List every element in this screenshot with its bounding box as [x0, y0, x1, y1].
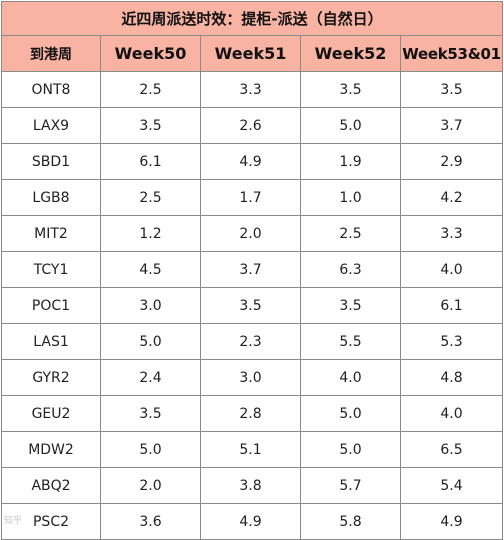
value-cell: 2.0 [100, 467, 201, 504]
value-cell: 2.6 [200, 107, 301, 144]
value-cell: 1.7 [200, 179, 301, 216]
value-cell: 3.5 [300, 287, 401, 324]
header-week53-01: Week53&01 [399, 35, 504, 72]
value-cell: 2.9 [399, 143, 504, 180]
value-cell: 3.5 [200, 287, 301, 324]
value-cell: 2.5 [100, 71, 201, 108]
value-cell: 2.5 [300, 215, 401, 252]
table-body: ONT8 2.5 3.3 3.5 3.5 LAX9 3.5 2.6 5.0 3.7 SBD1 6.1 4… [1, 71, 504, 540]
watermark: 知乎 [4, 516, 23, 526]
header-week52: Week52 [300, 35, 401, 72]
value-cell: 4.9 [399, 503, 504, 540]
value-cell: 4.0 [399, 251, 504, 288]
header-port-week: 到港周 [1, 35, 101, 72]
table-row: GYR2 2.4 3.0 4.0 4.8 [1, 359, 504, 396]
warehouse-cell: ABQ2 [1, 467, 101, 504]
header-week51: Week51 [200, 35, 301, 72]
value-cell: 4.8 [399, 359, 504, 396]
value-cell: 3.7 [399, 107, 504, 144]
value-cell: 3.3 [399, 215, 504, 252]
value-cell: 3.5 [100, 107, 201, 144]
table-row: SBD1 6.1 4.9 1.9 2.9 [1, 143, 504, 180]
table-row: GEU2 3.5 2.8 5.0 4.0 [1, 395, 504, 432]
value-cell: 3.3 [200, 71, 301, 108]
table-row: MIT2 1.2 2.0 2.5 3.3 [1, 215, 504, 252]
warehouse-cell: GEU2 [1, 395, 101, 432]
table-row: PSC2 3.6 4.9 5.8 4.9 [1, 503, 504, 540]
warehouse-cell: TCY1 [1, 251, 101, 288]
value-cell: 3.5 [399, 71, 504, 108]
value-cell: 3.8 [200, 467, 301, 504]
value-cell: 4.5 [100, 251, 201, 288]
table-title: 近四周派送时效：提柜-派送（自然日） [0, 1, 504, 36]
value-cell: 4.9 [200, 143, 301, 180]
value-cell: 4.0 [399, 395, 504, 432]
value-cell: 5.4 [399, 467, 504, 504]
value-cell: 5.8 [300, 503, 401, 540]
warehouse-cell: MDW2 [1, 431, 101, 468]
value-cell: 5.0 [300, 395, 401, 432]
value-cell: 2.5 [100, 179, 201, 216]
table-row: ONT8 2.5 3.3 3.5 3.5 [1, 71, 504, 108]
value-cell: 1.9 [300, 143, 401, 180]
value-cell: 5.0 [100, 431, 201, 468]
value-cell: 5.1 [200, 431, 301, 468]
table-row: ABQ2 2.0 3.8 5.7 5.4 [1, 467, 504, 504]
warehouse-cell: MIT2 [1, 215, 101, 252]
table-row: LGB8 2.5 1.7 1.0 4.2 [1, 179, 504, 216]
value-cell: 5.0 [100, 323, 201, 360]
table-row: LAX9 3.5 2.6 5.0 3.7 [1, 107, 504, 144]
header-week50: Week50 [100, 35, 201, 72]
value-cell: 3.5 [300, 71, 401, 108]
warehouse-cell: GYR2 [1, 359, 101, 396]
value-cell: 5.3 [399, 323, 504, 360]
value-cell: 2.0 [200, 215, 301, 252]
value-cell: 3.7 [200, 251, 301, 288]
table-row: POC1 3.0 3.5 3.5 6.1 [1, 287, 504, 324]
value-cell: 6.5 [399, 431, 504, 468]
value-cell: 4.2 [399, 179, 504, 216]
warehouse-cell: SBD1 [1, 143, 101, 180]
table-row: TCY1 4.5 3.7 6.3 4.0 [1, 251, 504, 288]
table-row: LAS1 5.0 2.3 5.5 5.3 [1, 323, 504, 360]
header-row: 到港周 Week50 Week51 Week52 Week53&01 [1, 35, 504, 72]
value-cell: 5.5 [300, 323, 401, 360]
value-cell: 2.4 [100, 359, 201, 396]
table-row: MDW2 5.0 5.1 5.0 6.5 [1, 431, 504, 468]
warehouse-cell: LAX9 [1, 107, 101, 144]
title-row: 近四周派送时效：提柜-派送（自然日） [0, 1, 504, 36]
value-cell: 3.0 [200, 359, 301, 396]
value-cell: 6.3 [300, 251, 401, 288]
value-cell: 5.7 [300, 467, 401, 504]
warehouse-cell: POC1 [1, 287, 101, 324]
value-cell: 5.0 [300, 431, 401, 468]
warehouse-cell: ONT8 [1, 71, 101, 108]
value-cell: 4.0 [300, 359, 401, 396]
value-cell: 4.9 [200, 503, 301, 540]
value-cell: 2.8 [200, 395, 301, 432]
warehouse-cell: LAS1 [1, 323, 101, 360]
value-cell: 3.6 [100, 503, 201, 540]
value-cell: 6.1 [399, 287, 504, 324]
value-cell: 5.0 [300, 107, 401, 144]
value-cell: 2.3 [200, 323, 301, 360]
value-cell: 3.5 [100, 395, 201, 432]
warehouse-cell: LGB8 [1, 179, 101, 216]
value-cell: 6.1 [100, 143, 201, 180]
value-cell: 1.2 [100, 215, 201, 252]
value-cell: 1.0 [300, 179, 401, 216]
value-cell: 3.0 [100, 287, 201, 324]
